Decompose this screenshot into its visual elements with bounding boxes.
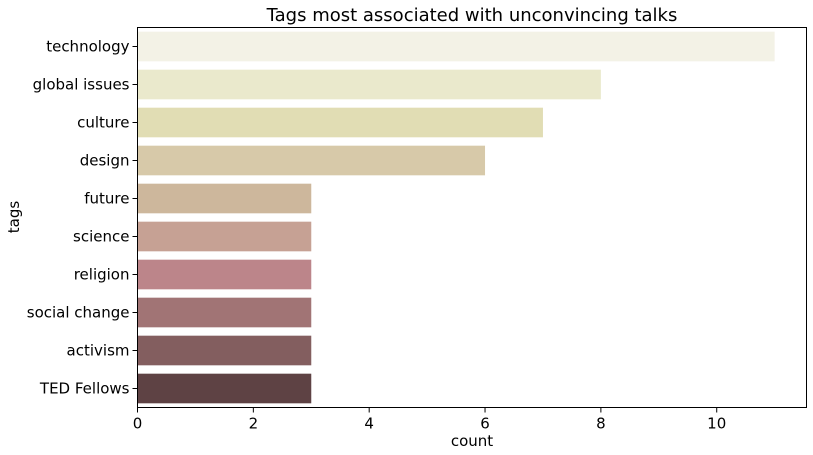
bar-global-issues: [137, 69, 601, 100]
y-tick-label-culture: culture: [77, 114, 129, 132]
x-tick-label-2: 2: [249, 415, 259, 433]
x-tick-label-10: 10: [707, 415, 726, 433]
bar-ted-fellows: [137, 373, 312, 404]
x-ticks: 0 2 4 6 8 10: [133, 407, 726, 433]
bars-group: [137, 31, 775, 404]
y-tick-label-global-issues: global issues: [33, 76, 130, 94]
x-tick-label-0: 0: [133, 415, 143, 433]
x-tick-label-8: 8: [596, 415, 606, 433]
x-tick-label-6: 6: [480, 415, 490, 433]
bar-religion: [137, 259, 312, 290]
bar-social-change: [137, 297, 312, 328]
y-tick-label-future: future: [84, 190, 129, 208]
bar-future: [137, 183, 312, 214]
y-tick-label-technology: technology: [46, 38, 129, 56]
bar-culture: [137, 107, 543, 138]
y-tick-label-religion: religion: [74, 266, 130, 284]
y-tick-label-science: science: [73, 228, 129, 246]
y-tick-label-design: design: [80, 152, 130, 170]
bar-design: [137, 145, 486, 176]
y-tick-label-activism: activism: [67, 342, 130, 360]
plot-frame: [137, 27, 807, 408]
x-tick-label-4: 4: [364, 415, 374, 433]
bar-activism: [137, 335, 312, 366]
y-axis-label: tags: [5, 201, 23, 234]
bar-technology: [137, 31, 775, 62]
y-tick-label-social-change: social change: [27, 304, 130, 322]
bar-science: [137, 221, 312, 252]
chart-title: Tags most associated with unconvincing t…: [266, 5, 678, 26]
y-tick-label-ted-fellows: TED Fellows: [39, 380, 130, 398]
x-axis-label: count: [451, 432, 493, 450]
y-tick-labels: technology global issues culture design futu…: [27, 38, 138, 398]
